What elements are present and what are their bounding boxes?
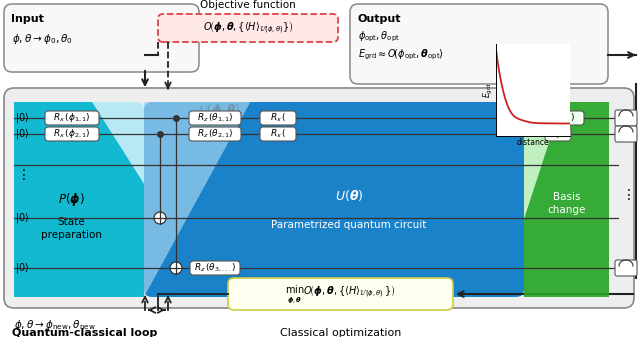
- FancyBboxPatch shape: [524, 102, 609, 297]
- X-axis label: distance: distance: [516, 138, 549, 147]
- FancyBboxPatch shape: [190, 261, 240, 275]
- Text: $\phi, \theta \rightarrow \phi_{\mathrm{new}}, \theta_{\mathrm{new}}$: $\phi, \theta \rightarrow \phi_{\mathrm{…: [14, 318, 96, 332]
- FancyBboxPatch shape: [350, 4, 608, 84]
- Polygon shape: [144, 102, 250, 297]
- Text: Classical optimization: Classical optimization: [280, 328, 401, 337]
- Text: $\vdots$: $\vdots$: [16, 167, 26, 183]
- Text: $U(\boldsymbol{\theta})$: $U(\boldsymbol{\theta})$: [335, 188, 364, 203]
- Text: $\mathcal{U}(\boldsymbol{\phi},\boldsymbol{\theta})$: $\mathcal{U}(\boldsymbol{\phi},\boldsymb…: [197, 102, 241, 119]
- Y-axis label: $E_{\mathrm{grd}}$: $E_{\mathrm{grd}}$: [481, 83, 495, 98]
- Text: $|0\rangle$: $|0\rangle$: [15, 127, 29, 141]
- Text: $R_x\,(\pi/2)$: $R_x\,(\pi/2)$: [541, 112, 575, 124]
- Circle shape: [154, 212, 166, 224]
- Text: $R_x\,(\phi_{1,1})$: $R_x\,(\phi_{1,1})$: [53, 112, 91, 124]
- Text: $I$: $I$: [556, 128, 560, 140]
- Text: Output: Output: [357, 14, 401, 24]
- Text: State
preparation: State preparation: [40, 217, 102, 240]
- Text: Objective function: Objective function: [200, 0, 296, 10]
- FancyBboxPatch shape: [189, 111, 241, 125]
- FancyBboxPatch shape: [45, 127, 99, 141]
- Text: $R_z\,(\theta_{2,1})$: $R_z\,(\theta_{2,1})$: [196, 128, 233, 140]
- FancyBboxPatch shape: [189, 127, 241, 141]
- FancyBboxPatch shape: [4, 4, 199, 72]
- FancyBboxPatch shape: [45, 111, 99, 125]
- Text: $E_{\mathrm{grd}} \approx O\!\left(\phi_{\mathrm{opt}}, \boldsymbol{\theta}_{\ma: $E_{\mathrm{grd}} \approx O\!\left(\phi_…: [358, 48, 444, 62]
- Text: $R_z\,(\theta_{3,...})$: $R_z\,(\theta_{3,...})$: [194, 262, 236, 274]
- Text: $\phi, \theta \rightarrow \phi_0, \theta_0$: $\phi, \theta \rightarrow \phi_0, \theta…: [12, 32, 73, 46]
- Text: Quantum-classical loop: Quantum-classical loop: [12, 328, 157, 337]
- FancyBboxPatch shape: [532, 111, 584, 125]
- Polygon shape: [14, 102, 144, 297]
- Text: $\vdots$: $\vdots$: [621, 187, 631, 203]
- FancyBboxPatch shape: [260, 127, 296, 141]
- Text: Parametrized quantum circuit: Parametrized quantum circuit: [271, 220, 427, 230]
- Text: $R_z\,(\theta_{1,1})$: $R_z\,(\theta_{1,1})$: [196, 112, 233, 124]
- FancyBboxPatch shape: [260, 111, 296, 125]
- Text: Input: Input: [11, 14, 44, 24]
- Text: $\phi_{\mathrm{opt}}, \theta_{\mathrm{opt}}$: $\phi_{\mathrm{opt}}, \theta_{\mathrm{op…: [358, 30, 400, 44]
- Text: $R_x\,($: $R_x\,($: [270, 128, 286, 140]
- Text: $R_x\,(\phi_{2,1})$: $R_x\,(\phi_{2,1})$: [53, 128, 91, 141]
- FancyBboxPatch shape: [4, 88, 634, 308]
- Text: Basis
change: Basis change: [547, 192, 586, 215]
- Text: $|0\rangle$: $|0\rangle$: [15, 261, 29, 275]
- Text: $\min_{\boldsymbol{\phi},\boldsymbol{\theta}} O\!\left(\boldsymbol{\phi},\boldsy: $\min_{\boldsymbol{\phi},\boldsymbol{\th…: [285, 283, 396, 305]
- FancyBboxPatch shape: [545, 127, 571, 141]
- FancyBboxPatch shape: [615, 126, 637, 142]
- FancyBboxPatch shape: [158, 14, 338, 42]
- Text: $P(\boldsymbol{\phi})$: $P(\boldsymbol{\phi})$: [58, 191, 84, 208]
- FancyBboxPatch shape: [228, 278, 453, 310]
- Text: $O\!\left(\boldsymbol{\phi},\boldsymbol{\theta},\{\langle H\rangle_{\mathcal{U}(: $O\!\left(\boldsymbol{\phi},\boldsymbol{…: [203, 20, 293, 36]
- Circle shape: [170, 262, 182, 274]
- Polygon shape: [524, 102, 609, 297]
- Text: $|0\rangle$: $|0\rangle$: [15, 111, 29, 125]
- FancyBboxPatch shape: [14, 102, 144, 297]
- FancyBboxPatch shape: [615, 110, 637, 126]
- FancyBboxPatch shape: [144, 102, 524, 297]
- Text: $R_x\,($: $R_x\,($: [270, 112, 286, 124]
- Text: $|0\rangle$: $|0\rangle$: [15, 211, 29, 225]
- FancyBboxPatch shape: [615, 260, 637, 276]
